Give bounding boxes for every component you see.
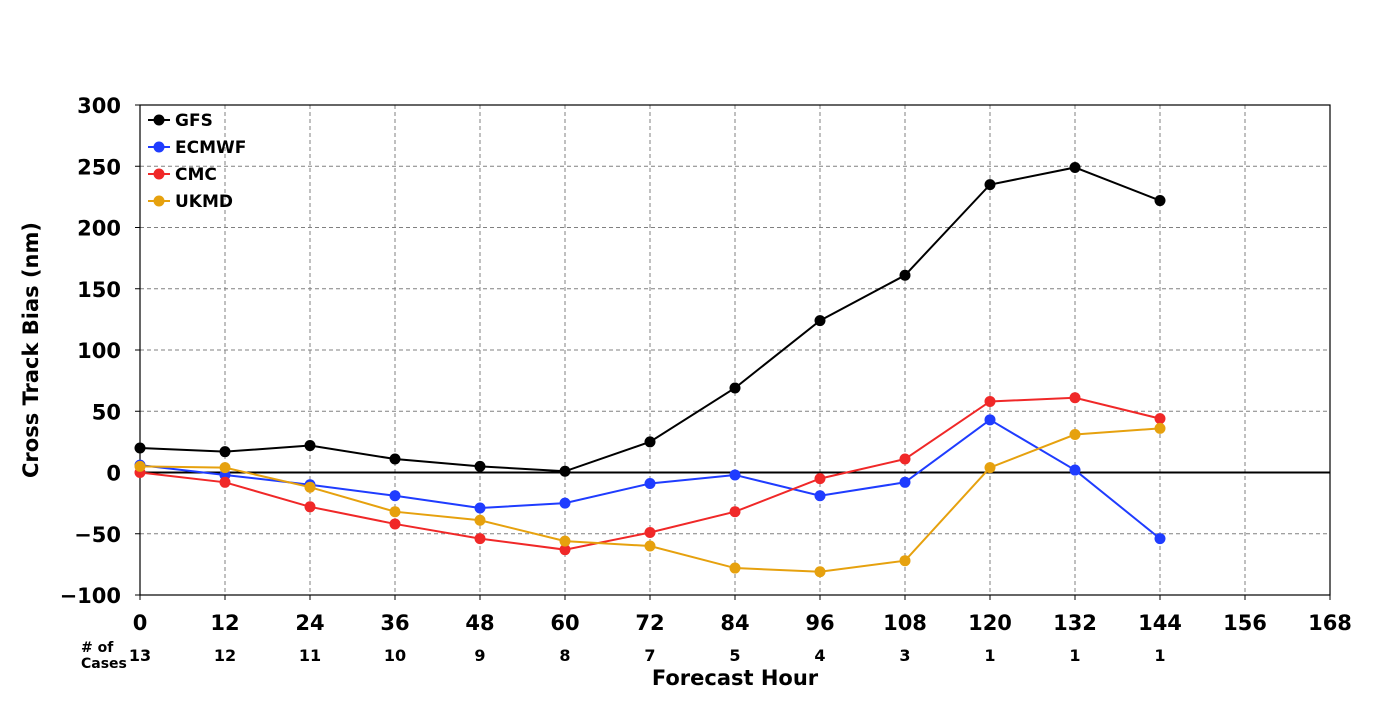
cases-count: 1 — [1069, 646, 1080, 665]
data-point-gfs — [304, 440, 316, 452]
x-tick-label: 72 — [635, 611, 664, 635]
data-point-cmc — [559, 544, 571, 556]
data-point-cmc — [729, 506, 741, 518]
data-point-ukmd — [729, 562, 741, 574]
x-tick-label: 132 — [1053, 611, 1097, 635]
y-tick-label: 100 — [77, 339, 121, 363]
data-point-ukmd — [389, 506, 401, 518]
data-point-cmc — [219, 476, 231, 488]
y-tick-label: 150 — [77, 278, 121, 302]
legend-label-ecmwf: ECMWF — [175, 138, 246, 158]
data-point-cmc — [1154, 413, 1166, 425]
y-tick-label: −50 — [74, 523, 121, 547]
x-tick-label: 144 — [1138, 611, 1182, 635]
y-tick-label: 0 — [106, 462, 121, 486]
x-tick-label: 60 — [550, 611, 579, 635]
cases-row-label: # of — [81, 640, 114, 656]
data-point-ecmwf — [644, 478, 656, 490]
data-point-cmc — [984, 395, 996, 407]
y-tick-label: 50 — [92, 400, 121, 424]
legend-marker-cmc — [153, 168, 165, 180]
data-point-cmc — [1069, 392, 1081, 404]
data-point-cmc — [899, 453, 911, 465]
data-point-ecmwf — [814, 490, 826, 502]
cases-count: 13 — [129, 646, 151, 665]
cases-count: 8 — [559, 646, 570, 665]
data-point-cmc — [814, 473, 826, 485]
legend-label-cmc: CMC — [175, 165, 217, 185]
x-tick-label: 12 — [210, 611, 239, 635]
data-point-ukmd — [814, 566, 826, 578]
data-point-gfs — [1154, 195, 1166, 207]
y-tick-label: −100 — [60, 584, 121, 608]
x-tick-label: 48 — [465, 611, 494, 635]
x-tick-label: 84 — [720, 611, 749, 635]
cases-count: 9 — [474, 646, 485, 665]
cases-count: 5 — [729, 646, 740, 665]
data-point-ecmwf — [729, 469, 741, 481]
data-point-cmc — [474, 533, 486, 545]
data-point-cmc — [304, 501, 316, 513]
data-point-ukmd — [1069, 429, 1081, 441]
data-point-ecmwf — [559, 497, 571, 509]
cases-count: 3 — [899, 646, 910, 665]
y-tick-label: 200 — [77, 217, 121, 241]
x-tick-label: 36 — [380, 611, 409, 635]
cases-count: 7 — [644, 646, 655, 665]
data-point-ukmd — [559, 535, 571, 547]
cases-count: 11 — [299, 646, 321, 665]
data-point-ukmd — [219, 462, 231, 474]
data-point-ukmd — [304, 481, 316, 493]
x-tick-label: 0 — [133, 611, 148, 635]
cases-count: 10 — [384, 646, 406, 665]
data-point-gfs — [984, 179, 996, 191]
data-point-gfs — [814, 315, 826, 327]
x-tick-label: 120 — [968, 611, 1012, 635]
data-point-gfs — [134, 442, 146, 454]
data-point-gfs — [219, 446, 231, 458]
data-point-ecmwf — [1154, 533, 1166, 545]
data-point-gfs — [389, 453, 401, 465]
x-tick-label: 108 — [883, 611, 927, 635]
data-point-ukmd — [984, 462, 996, 474]
x-tick-label: 156 — [1223, 611, 1267, 635]
data-point-gfs — [899, 269, 911, 281]
data-point-ukmd — [1154, 422, 1166, 434]
data-point-ukmd — [899, 555, 911, 567]
data-point-cmc — [389, 518, 401, 530]
data-point-ecmwf — [389, 490, 401, 502]
data-point-ecmwf — [1069, 464, 1081, 476]
legend-label-ukmd: UKMD — [175, 192, 233, 212]
data-point-gfs — [474, 460, 486, 472]
data-point-gfs — [644, 436, 656, 448]
legend-marker-ukmd — [153, 195, 165, 207]
data-point-ecmwf — [899, 476, 911, 488]
data-point-gfs — [559, 465, 571, 477]
data-point-ukmd — [134, 460, 146, 472]
cases-row-label: Cases — [81, 656, 127, 672]
cases-count: 1 — [1154, 646, 1165, 665]
y-tick-label: 300 — [77, 94, 121, 118]
cases-count: 12 — [214, 646, 236, 665]
data-point-ecmwf — [984, 414, 996, 426]
x-tick-label: 24 — [295, 611, 324, 635]
x-tick-label: 168 — [1308, 611, 1352, 635]
x-tick-label: 96 — [805, 611, 834, 635]
cases-count: 4 — [814, 646, 825, 665]
data-point-gfs — [1069, 161, 1081, 173]
data-point-ukmd — [474, 514, 486, 526]
data-point-cmc — [644, 527, 656, 539]
legend-label-gfs: GFS — [175, 111, 213, 131]
y-tick-label: 250 — [77, 155, 121, 179]
data-point-ecmwf — [474, 502, 486, 514]
x-axis-title: Forecast Hour — [652, 666, 819, 690]
legend-marker-gfs — [153, 114, 165, 126]
data-point-gfs — [729, 382, 741, 394]
data-point-ukmd — [644, 540, 656, 552]
legend-marker-ecmwf — [153, 141, 165, 153]
y-axis-title: Cross Track Bias (nm) — [19, 222, 43, 478]
cases-count: 1 — [984, 646, 995, 665]
